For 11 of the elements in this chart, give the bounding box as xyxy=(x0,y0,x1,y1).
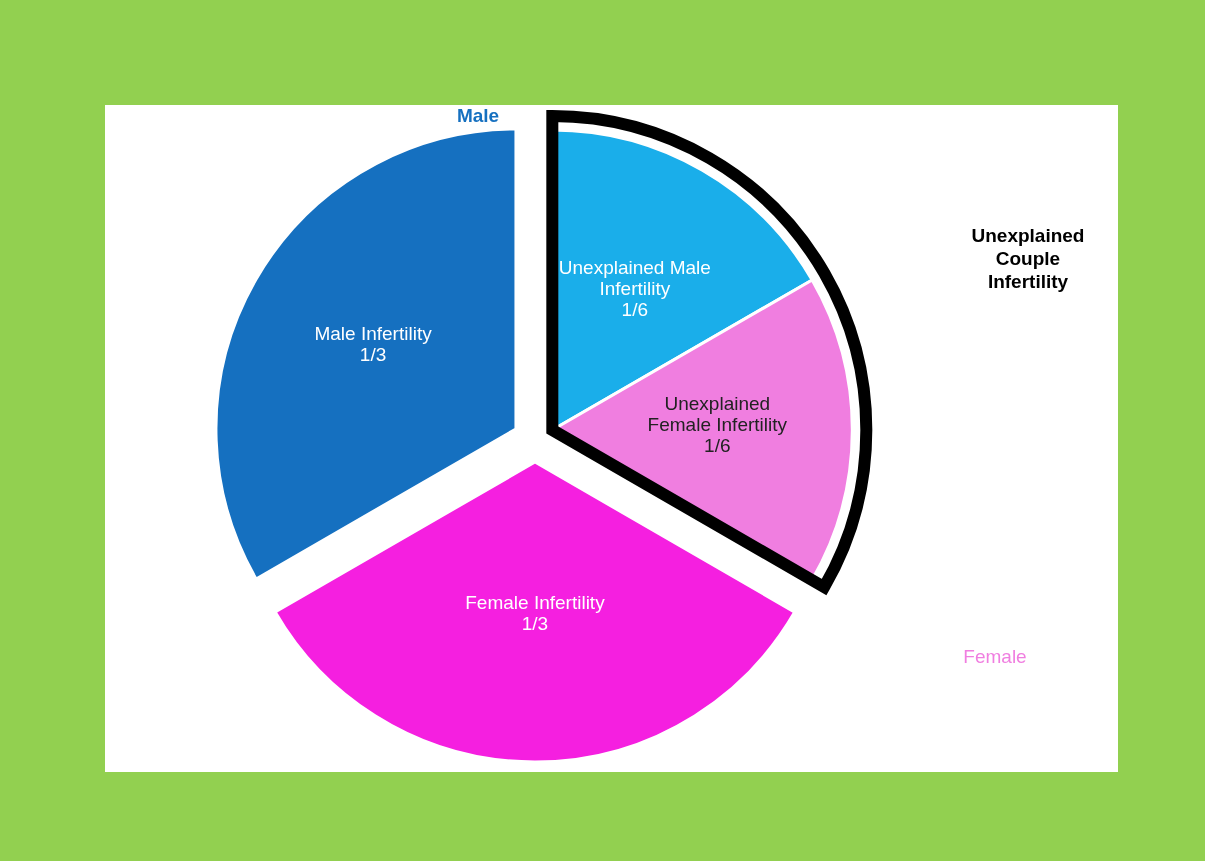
data-label: 1/3 xyxy=(521,613,549,635)
data-label: 1/6 xyxy=(704,435,731,457)
slice-label: Female Infertility xyxy=(465,592,606,614)
slice-label: Male Infertility xyxy=(314,323,433,345)
data-label: 1/3 xyxy=(359,344,387,366)
slice-label: Unexplained Female Infertility xyxy=(647,393,788,436)
text: Male xyxy=(456,105,500,126)
slice-label: Unexplained Male Infertility xyxy=(558,256,711,299)
text: Unexplained Couple Infertility xyxy=(971,225,1085,292)
data-label: 1/6 xyxy=(621,298,649,320)
text: Female xyxy=(963,646,1027,667)
